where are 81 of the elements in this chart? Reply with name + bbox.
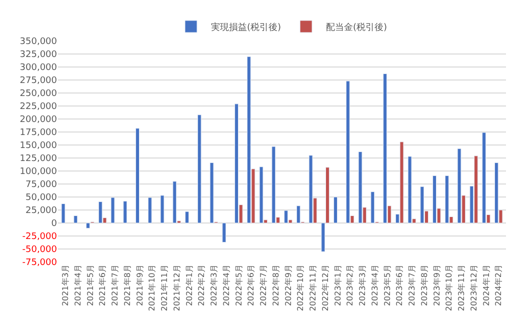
y-tick-label: -75,000: [22, 258, 58, 268]
bar: [110, 197, 115, 224]
x-tick-label: 2021年5月: [86, 264, 95, 306]
y-tick-label: -25,000: [22, 232, 58, 242]
bar: [370, 192, 375, 224]
bar: [457, 148, 462, 224]
x-tick-label: 2023年5月: [382, 264, 392, 306]
x-tick-label: 2023年9月: [432, 264, 442, 306]
x-tick-label: 2023年11月: [457, 264, 466, 312]
bar: [136, 128, 140, 224]
x-tick-label: 2021年4月: [73, 264, 82, 306]
y-tick-label: 350,000: [20, 37, 58, 48]
bar: [420, 186, 424, 224]
x-tick-label: 2022年1月: [184, 264, 194, 306]
bar: [308, 155, 313, 224]
y-tick-label: 100,000: [20, 167, 58, 178]
x-tick-label: 2021年11月: [160, 264, 170, 312]
bar: [383, 74, 388, 224]
x-tick-label: 2023年6月: [395, 264, 404, 306]
y-tick-label: 300,000: [20, 63, 58, 74]
bar: [400, 142, 404, 224]
x-tick-label: 2022年5月: [234, 264, 244, 306]
y-tick-label: 325,000: [20, 50, 58, 60]
x-tick-label: 2021年9月: [135, 264, 144, 306]
x-tick-label: 2023年4月: [370, 264, 380, 306]
bar: [74, 215, 78, 224]
bar: [123, 200, 128, 224]
bar: [160, 195, 164, 224]
bar: [172, 181, 177, 224]
y-tick-label: 225,000: [20, 102, 58, 112]
x-tick-label: 2021年8月: [122, 264, 132, 306]
y-tick-label: 250,000: [20, 89, 58, 100]
y-tick-label: 150,000: [20, 141, 58, 152]
bar: [185, 211, 189, 224]
legend-label: 実現損益(税引後): [211, 22, 282, 34]
x-tick-label: 2022年9月: [284, 264, 293, 306]
bar: [482, 132, 486, 224]
x-tick-label: 2023年10月: [444, 264, 454, 312]
bar: [222, 222, 226, 242]
x-tick-label: 2022年11月: [308, 264, 318, 312]
x-tick-label: 2023年2月: [346, 264, 355, 306]
x-tick-label: 2024年1月: [482, 264, 491, 306]
y-tick-label: 275,000: [20, 76, 58, 86]
legend-label: 配当金(税引後): [326, 22, 388, 34]
x-tick-label: 2023年12月: [469, 264, 478, 312]
x-tick-label: 2022年4月: [222, 264, 231, 306]
x-tick-label: 2022年2月: [197, 264, 206, 306]
x-tick-label: 2023年3月: [358, 264, 368, 306]
y-tick-label: 175,000: [20, 128, 58, 138]
x-tick-label: 2023年8月: [420, 264, 429, 306]
bar: [272, 146, 276, 224]
x-tick-label: 2023年1月: [333, 264, 342, 306]
x-tick-label: 2023年7月: [408, 264, 417, 306]
bar: [197, 114, 202, 224]
x-tick-label: 2021年10月: [148, 264, 157, 312]
bar: [61, 204, 66, 224]
y-tick-label: 200,000: [20, 115, 58, 126]
x-tick-label: 2022年6月: [246, 264, 256, 306]
x-tick-label: 2021年12月: [172, 264, 182, 312]
bar: [432, 175, 437, 224]
x-tick-label: 2022年10月: [296, 264, 306, 312]
x-tick-label: 2024年2月: [494, 264, 504, 306]
x-tick-label: 2021年3月: [61, 264, 70, 306]
bar: [210, 162, 214, 224]
x-tick-label: 2022年3月: [210, 264, 219, 306]
y-tick-label: 125,000: [20, 154, 58, 164]
x-tick-label: 2022年7月: [259, 264, 268, 306]
bar: [358, 152, 362, 224]
x-tick-label: 2021年7月: [110, 264, 120, 306]
y-tick-label: 25,000: [26, 206, 58, 216]
y-tick-label: 75,000: [26, 180, 58, 190]
x-tick-label: 2021年6月: [98, 264, 108, 306]
bar: [408, 156, 412, 224]
bar: [148, 197, 152, 224]
y-tick-label: -50,000: [22, 245, 58, 256]
bar: [334, 196, 338, 224]
x-tick-label: 2022年8月: [271, 264, 280, 306]
y-tick-label: 50,000: [26, 193, 58, 204]
y-tick-label: 0: [51, 219, 58, 230]
x-tick-label: 2022年12月: [320, 264, 330, 312]
bar: [259, 166, 264, 224]
